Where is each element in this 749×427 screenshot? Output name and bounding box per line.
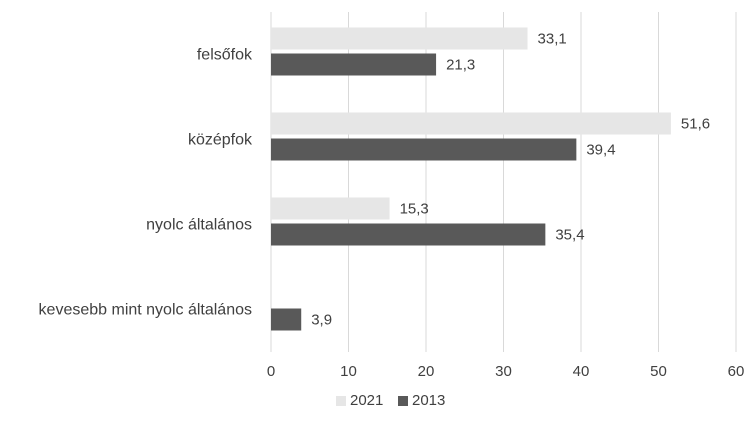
x-tick-label: 30 [495,363,512,380]
data-label: 35,4 [555,226,584,243]
bar-2013-0 [271,53,437,76]
x-tick-label: 20 [418,363,435,380]
legend-swatch [398,396,408,406]
data-label: 33,1 [538,30,567,47]
category-label: nyolc általános [146,217,252,234]
legend-swatch [336,396,346,406]
category-label: kevesebb mint nyolc általános [39,302,252,319]
bar-2021-0 [271,27,528,50]
category-label: középfok [188,132,253,149]
data-label: 39,4 [586,141,615,158]
data-label: 3,9 [311,311,332,328]
x-tick-label: 60 [728,363,745,380]
bars [271,27,671,331]
bar-2013-2 [271,223,546,246]
bar-2021-1 [271,112,671,135]
legend-label: 2021 [350,392,383,409]
legend: 2021 2013 [336,392,445,409]
labels: 0 10 20 30 40 50 60 felsőfok 33,1 21,3 középfok 51,… [39,30,745,380]
bar-2013-3 [271,308,302,331]
x-tick-label: 10 [340,363,357,380]
category-label: felsőfok [197,47,253,64]
x-tick-label: 40 [573,363,590,380]
data-label: 51,6 [681,115,710,132]
bar-2021-2 [271,197,390,220]
legend-label: 2013 [412,392,445,409]
data-label: 21,3 [446,56,475,73]
x-tick-label: 50 [650,363,667,380]
data-label: 15,3 [400,200,429,217]
x-tick-label: 0 [267,363,275,380]
bar-2013-1 [271,138,577,161]
